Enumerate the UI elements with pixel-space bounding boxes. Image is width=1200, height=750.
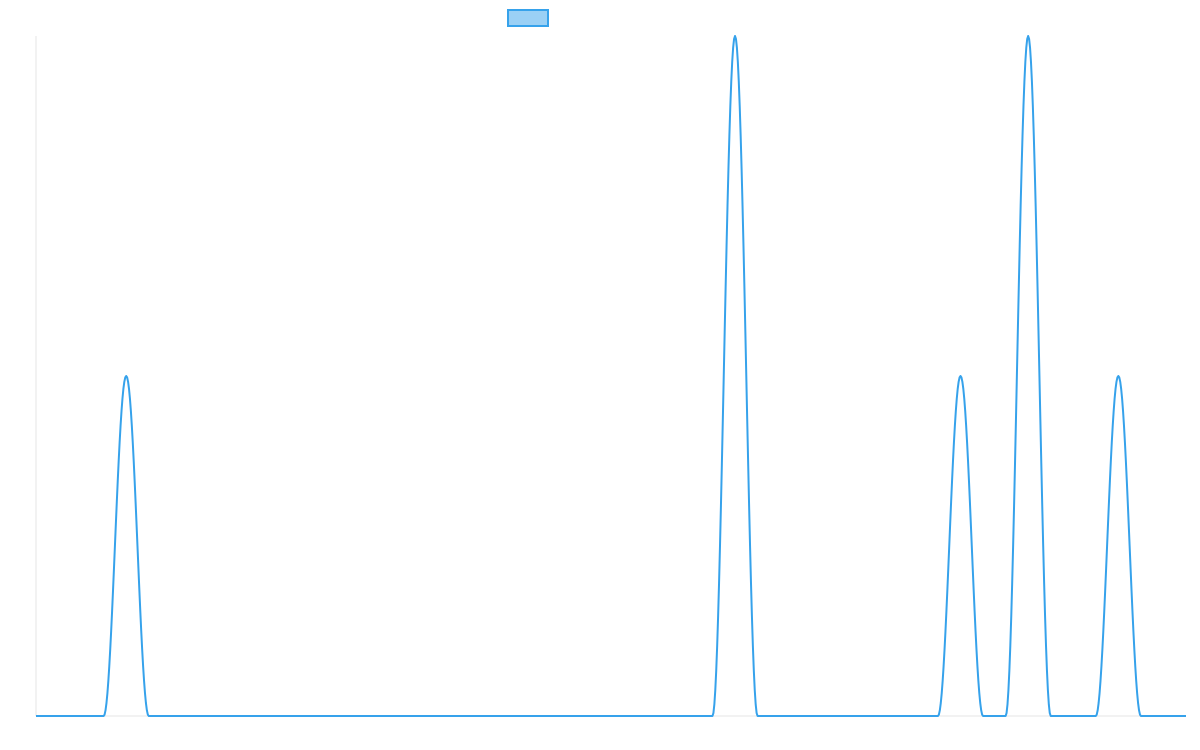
data-point [326,713,332,719]
data-point [597,713,603,719]
data-point [1160,713,1166,719]
data-point [800,713,806,719]
data-point [416,713,422,719]
data-point [349,713,355,719]
axes-layer [35,36,1186,717]
data-point [304,713,310,719]
data-point [574,713,580,719]
data-point [33,713,39,719]
data-point [664,713,670,719]
legend[interactable] [507,9,549,27]
data-point [1048,713,1054,719]
data-point [101,713,107,719]
data-point [1183,713,1189,719]
data-point [845,713,851,719]
legend-swatch[interactable] [507,9,549,27]
data-point [912,713,918,719]
data-point [935,713,941,719]
data-point [890,713,896,719]
data-point [78,713,84,719]
series-line-0 [36,35,1186,717]
data-point [1115,373,1121,379]
data-point [213,713,219,719]
data-point [371,713,377,719]
data-point [56,713,62,719]
data-point [1003,713,1009,719]
data-point [867,713,873,719]
data-point [529,713,535,719]
data-point [552,713,558,719]
data-point [732,33,738,39]
data-point [484,713,490,719]
data-point [507,713,513,719]
data-point [281,713,287,719]
data-point [755,713,761,719]
data-point [958,373,964,379]
data-point [394,713,400,719]
series-layer [33,33,1189,719]
data-point [123,373,129,379]
data-point [709,713,715,719]
data-point [687,713,693,719]
data-point [1138,713,1144,719]
data-point [168,713,174,719]
data-point [642,713,648,719]
data-point [777,713,783,719]
data-point [146,713,152,719]
data-point [236,713,242,719]
data-point [258,713,264,719]
data-point [980,713,986,719]
data-point [619,713,625,719]
data-point [461,713,467,719]
data-point [1093,713,1099,719]
data-point [439,713,445,719]
data-point [822,713,828,719]
data-point [1025,33,1031,39]
data-point [1070,713,1076,719]
data-point [191,713,197,719]
